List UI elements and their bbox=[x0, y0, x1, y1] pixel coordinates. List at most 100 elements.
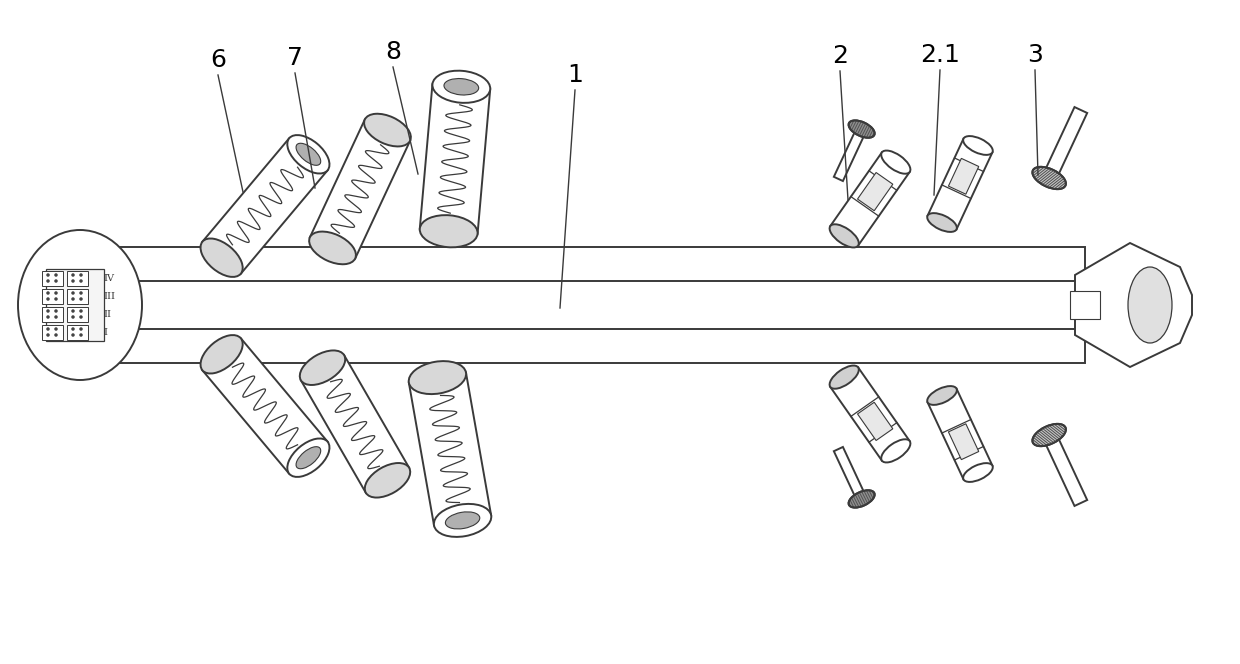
Ellipse shape bbox=[55, 333, 58, 337]
Ellipse shape bbox=[1033, 424, 1066, 446]
Polygon shape bbox=[928, 388, 992, 479]
Polygon shape bbox=[1070, 291, 1100, 319]
Text: 2.1: 2.1 bbox=[920, 43, 960, 67]
Ellipse shape bbox=[296, 143, 321, 165]
Ellipse shape bbox=[300, 351, 345, 385]
Ellipse shape bbox=[79, 309, 83, 313]
Polygon shape bbox=[1075, 243, 1192, 367]
Ellipse shape bbox=[71, 291, 74, 295]
Ellipse shape bbox=[882, 151, 910, 174]
Ellipse shape bbox=[79, 291, 83, 295]
Ellipse shape bbox=[46, 274, 50, 277]
Polygon shape bbox=[420, 84, 490, 234]
Ellipse shape bbox=[71, 327, 74, 331]
Ellipse shape bbox=[433, 70, 490, 103]
Polygon shape bbox=[118, 247, 1085, 281]
Ellipse shape bbox=[55, 280, 58, 283]
Text: 2: 2 bbox=[832, 44, 848, 68]
Ellipse shape bbox=[46, 333, 50, 337]
Polygon shape bbox=[118, 329, 1085, 363]
Polygon shape bbox=[831, 367, 910, 461]
Polygon shape bbox=[41, 270, 62, 286]
Polygon shape bbox=[202, 338, 327, 474]
Polygon shape bbox=[67, 270, 88, 286]
Polygon shape bbox=[409, 373, 491, 525]
Ellipse shape bbox=[288, 135, 330, 173]
Polygon shape bbox=[41, 307, 62, 321]
Polygon shape bbox=[858, 173, 893, 210]
Ellipse shape bbox=[963, 463, 993, 482]
Text: III: III bbox=[103, 291, 115, 301]
Text: II: II bbox=[103, 309, 112, 319]
Ellipse shape bbox=[79, 333, 83, 337]
Polygon shape bbox=[1043, 432, 1087, 506]
Ellipse shape bbox=[71, 315, 74, 319]
Text: 3: 3 bbox=[1027, 43, 1043, 67]
Text: I: I bbox=[103, 327, 107, 337]
Ellipse shape bbox=[55, 327, 58, 331]
Ellipse shape bbox=[830, 224, 859, 248]
Ellipse shape bbox=[46, 309, 50, 313]
Polygon shape bbox=[310, 120, 410, 258]
Ellipse shape bbox=[71, 280, 74, 283]
Ellipse shape bbox=[55, 297, 58, 301]
Ellipse shape bbox=[445, 512, 480, 529]
Polygon shape bbox=[833, 127, 867, 181]
Text: 7: 7 bbox=[288, 46, 303, 70]
Polygon shape bbox=[949, 159, 978, 195]
Polygon shape bbox=[41, 325, 62, 339]
Ellipse shape bbox=[1033, 167, 1066, 189]
Text: 1: 1 bbox=[567, 63, 583, 87]
Ellipse shape bbox=[79, 297, 83, 301]
Ellipse shape bbox=[46, 315, 50, 319]
Text: 8: 8 bbox=[384, 40, 401, 64]
Ellipse shape bbox=[434, 504, 491, 537]
Ellipse shape bbox=[848, 490, 874, 507]
Ellipse shape bbox=[46, 327, 50, 331]
Polygon shape bbox=[46, 269, 104, 341]
Ellipse shape bbox=[365, 114, 410, 147]
Ellipse shape bbox=[46, 280, 50, 283]
Ellipse shape bbox=[288, 438, 330, 477]
Ellipse shape bbox=[444, 78, 479, 95]
Ellipse shape bbox=[71, 297, 74, 301]
Ellipse shape bbox=[79, 315, 83, 319]
Polygon shape bbox=[831, 152, 910, 246]
Ellipse shape bbox=[201, 238, 243, 277]
Ellipse shape bbox=[409, 361, 466, 394]
Ellipse shape bbox=[928, 213, 957, 232]
Polygon shape bbox=[928, 139, 992, 229]
Polygon shape bbox=[67, 288, 88, 303]
Polygon shape bbox=[301, 355, 409, 493]
Text: IV: IV bbox=[103, 274, 114, 282]
Ellipse shape bbox=[309, 232, 356, 264]
Ellipse shape bbox=[19, 230, 143, 380]
Ellipse shape bbox=[79, 280, 83, 283]
Ellipse shape bbox=[79, 327, 83, 331]
Ellipse shape bbox=[420, 215, 477, 247]
Ellipse shape bbox=[1128, 267, 1172, 343]
Ellipse shape bbox=[71, 309, 74, 313]
Ellipse shape bbox=[55, 309, 58, 313]
Ellipse shape bbox=[71, 333, 74, 337]
Ellipse shape bbox=[830, 366, 859, 388]
Ellipse shape bbox=[55, 274, 58, 277]
Ellipse shape bbox=[365, 463, 410, 497]
Polygon shape bbox=[833, 447, 867, 501]
Ellipse shape bbox=[46, 297, 50, 301]
Ellipse shape bbox=[882, 440, 910, 462]
Ellipse shape bbox=[55, 291, 58, 295]
Polygon shape bbox=[202, 138, 327, 274]
Ellipse shape bbox=[79, 274, 83, 277]
Ellipse shape bbox=[55, 315, 58, 319]
Ellipse shape bbox=[848, 120, 874, 137]
Polygon shape bbox=[949, 424, 978, 459]
Polygon shape bbox=[67, 307, 88, 321]
Ellipse shape bbox=[963, 136, 993, 155]
Polygon shape bbox=[1043, 107, 1087, 181]
Text: 6: 6 bbox=[210, 48, 226, 72]
Polygon shape bbox=[41, 288, 62, 303]
Ellipse shape bbox=[201, 335, 243, 374]
Ellipse shape bbox=[46, 291, 50, 295]
Ellipse shape bbox=[296, 447, 321, 469]
